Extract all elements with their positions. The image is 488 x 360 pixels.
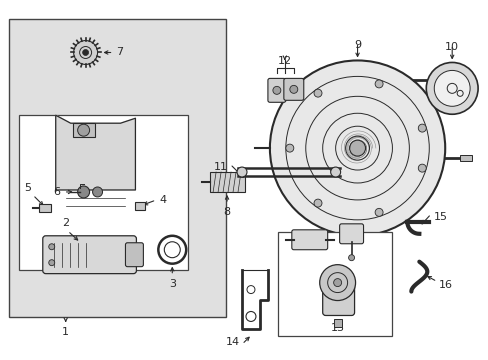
Bar — [73, 123, 94, 137]
Circle shape — [289, 85, 297, 93]
FancyBboxPatch shape — [283, 78, 303, 100]
Circle shape — [272, 86, 280, 94]
Bar — [9, 19, 225, 318]
Circle shape — [348, 255, 354, 261]
Circle shape — [374, 208, 382, 216]
Circle shape — [78, 124, 89, 136]
Circle shape — [349, 140, 365, 156]
Circle shape — [330, 167, 340, 177]
Circle shape — [319, 265, 355, 301]
FancyBboxPatch shape — [322, 280, 354, 315]
Text: 18: 18 — [344, 225, 358, 235]
Circle shape — [313, 89, 321, 97]
Circle shape — [74, 41, 98, 64]
FancyBboxPatch shape — [291, 230, 327, 250]
Circle shape — [285, 144, 293, 152]
Text: 11: 11 — [214, 162, 227, 172]
Circle shape — [237, 167, 246, 177]
Text: 2: 2 — [62, 218, 69, 228]
Circle shape — [78, 186, 89, 198]
Text: 6: 6 — [54, 187, 61, 197]
Text: 4: 4 — [159, 195, 166, 205]
Text: 14: 14 — [225, 337, 240, 347]
Circle shape — [49, 260, 55, 266]
Circle shape — [417, 124, 426, 132]
Circle shape — [92, 187, 102, 197]
Circle shape — [313, 199, 321, 207]
Text: 1: 1 — [62, 327, 69, 337]
FancyBboxPatch shape — [125, 243, 143, 267]
Text: 5: 5 — [24, 183, 31, 193]
Bar — [39, 204, 51, 212]
Bar — [210, 172, 244, 192]
Text: 17: 17 — [302, 231, 316, 241]
Text: 8: 8 — [223, 207, 230, 217]
Text: 12: 12 — [277, 57, 291, 67]
Text: 15: 15 — [433, 212, 447, 222]
Polygon shape — [56, 115, 135, 190]
Circle shape — [82, 50, 88, 55]
FancyBboxPatch shape — [42, 236, 136, 274]
FancyBboxPatch shape — [267, 78, 285, 102]
Text: 3: 3 — [168, 279, 175, 289]
FancyBboxPatch shape — [339, 224, 363, 244]
Text: 7: 7 — [116, 48, 123, 58]
Circle shape — [417, 164, 426, 172]
Circle shape — [49, 244, 55, 250]
Text: 16: 16 — [438, 280, 452, 289]
Bar — [19, 115, 188, 270]
Text: 13: 13 — [330, 323, 344, 333]
Bar — [135, 202, 145, 210]
Bar — [459, 155, 471, 161]
Bar — [333, 319, 341, 328]
Bar — [277, 232, 392, 336]
Circle shape — [269, 60, 444, 236]
Text: 10: 10 — [444, 41, 458, 51]
Circle shape — [374, 80, 382, 88]
Text: 9: 9 — [353, 40, 360, 50]
Circle shape — [433, 71, 469, 106]
Circle shape — [333, 279, 341, 287]
Circle shape — [426, 62, 477, 114]
